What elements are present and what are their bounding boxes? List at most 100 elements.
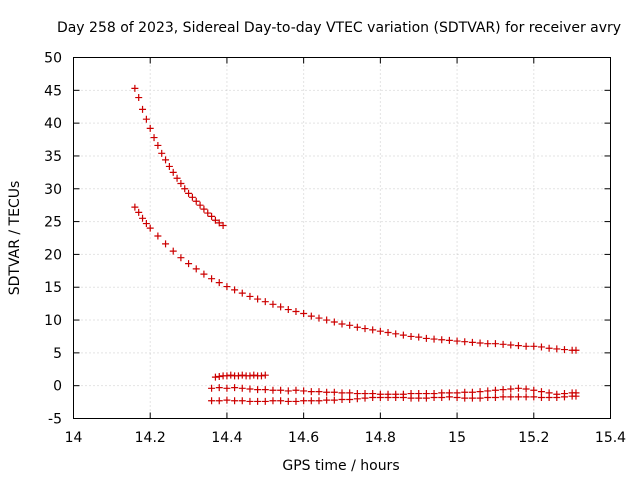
data-point xyxy=(231,384,239,392)
data-point xyxy=(261,386,269,394)
data-point xyxy=(353,395,361,403)
x-tick-label: 14.2 xyxy=(135,430,166,446)
data-point xyxy=(200,270,208,278)
data-point xyxy=(158,149,166,157)
data-point xyxy=(238,371,246,379)
data-point xyxy=(369,393,377,401)
x-axis-label: GPS time / hours xyxy=(282,458,399,474)
data-point xyxy=(522,342,530,350)
data-point xyxy=(231,286,239,294)
x-tick-label: 15.2 xyxy=(518,430,549,446)
data-point xyxy=(277,397,285,405)
data-point xyxy=(353,323,361,331)
data-point xyxy=(173,174,181,182)
data-point xyxy=(323,396,331,404)
data-point xyxy=(231,397,239,405)
data-point xyxy=(537,343,545,351)
data-point xyxy=(162,240,170,248)
data-point xyxy=(346,389,354,397)
data-point xyxy=(453,393,461,401)
data-point xyxy=(476,388,484,396)
data-point xyxy=(499,393,507,401)
data-point xyxy=(530,386,538,394)
data-point xyxy=(196,201,204,209)
data-point xyxy=(438,336,446,344)
data-point xyxy=(250,371,258,379)
data-point xyxy=(491,386,499,394)
data-point xyxy=(192,265,200,273)
data-point xyxy=(215,397,223,405)
data-point xyxy=(507,385,515,393)
data-point xyxy=(330,388,338,396)
data-point xyxy=(154,141,162,149)
data-point xyxy=(254,397,262,405)
data-point xyxy=(261,298,269,306)
data-point xyxy=(572,346,580,354)
data-point xyxy=(246,292,254,300)
data-point xyxy=(407,332,415,340)
series-track-b xyxy=(131,203,580,354)
data-point xyxy=(346,395,354,403)
data-point xyxy=(300,309,308,317)
data-point xyxy=(150,134,158,142)
data-point xyxy=(461,388,469,396)
data-point xyxy=(553,393,561,401)
data-point xyxy=(292,308,300,316)
data-point xyxy=(537,388,545,396)
data-point xyxy=(238,384,246,392)
data-point xyxy=(323,316,331,324)
x-tick-label: 15.4 xyxy=(595,430,626,446)
x-tick-label: 14.6 xyxy=(288,430,319,446)
data-point xyxy=(307,397,315,405)
data-point xyxy=(338,389,346,397)
data-point xyxy=(181,185,189,193)
data-point xyxy=(223,384,231,392)
data-point xyxy=(215,279,223,287)
data-point xyxy=(215,372,223,380)
data-point xyxy=(261,371,269,379)
data-point xyxy=(361,325,369,333)
data-point xyxy=(499,340,507,348)
data-point xyxy=(476,394,484,402)
y-tick-label: 40 xyxy=(44,116,62,132)
data-point xyxy=(131,203,139,211)
data-point xyxy=(445,336,453,344)
data-point xyxy=(491,340,499,348)
data-point xyxy=(545,344,553,352)
data-point xyxy=(553,345,561,353)
data-point xyxy=(376,327,384,335)
data-point xyxy=(169,168,177,176)
data-point xyxy=(165,162,173,170)
data-point xyxy=(234,372,242,380)
data-point xyxy=(169,247,177,255)
data-point xyxy=(514,384,522,392)
data-point xyxy=(185,260,193,268)
x-tick-label: 14 xyxy=(65,430,83,446)
data-point xyxy=(537,393,545,401)
data-point xyxy=(254,295,262,303)
y-tick-label: 25 xyxy=(44,215,62,231)
y-tick-label: 20 xyxy=(44,247,62,263)
data-point xyxy=(269,386,277,394)
grid-layer xyxy=(73,57,611,419)
data-point xyxy=(499,386,507,394)
data-point xyxy=(399,393,407,401)
data-point xyxy=(384,329,392,337)
data-point xyxy=(376,393,384,401)
data-point xyxy=(142,220,150,228)
data-point xyxy=(346,321,354,329)
data-point xyxy=(177,254,185,262)
data-point xyxy=(392,393,400,401)
data-point xyxy=(491,393,499,401)
data-point xyxy=(162,156,170,164)
data-point xyxy=(422,394,430,402)
data-point xyxy=(192,197,200,205)
data-point xyxy=(208,397,216,405)
data-point xyxy=(185,189,193,197)
data-point xyxy=(223,372,231,380)
series-track-a xyxy=(131,84,227,230)
tick-layer: -5 0 5 10 15 20 25 30 35 40 45 50 14 14.2 14.4 14.6 14.8… xyxy=(44,51,626,447)
data-point xyxy=(438,393,446,401)
data-point xyxy=(177,180,185,188)
data-point xyxy=(223,396,231,404)
